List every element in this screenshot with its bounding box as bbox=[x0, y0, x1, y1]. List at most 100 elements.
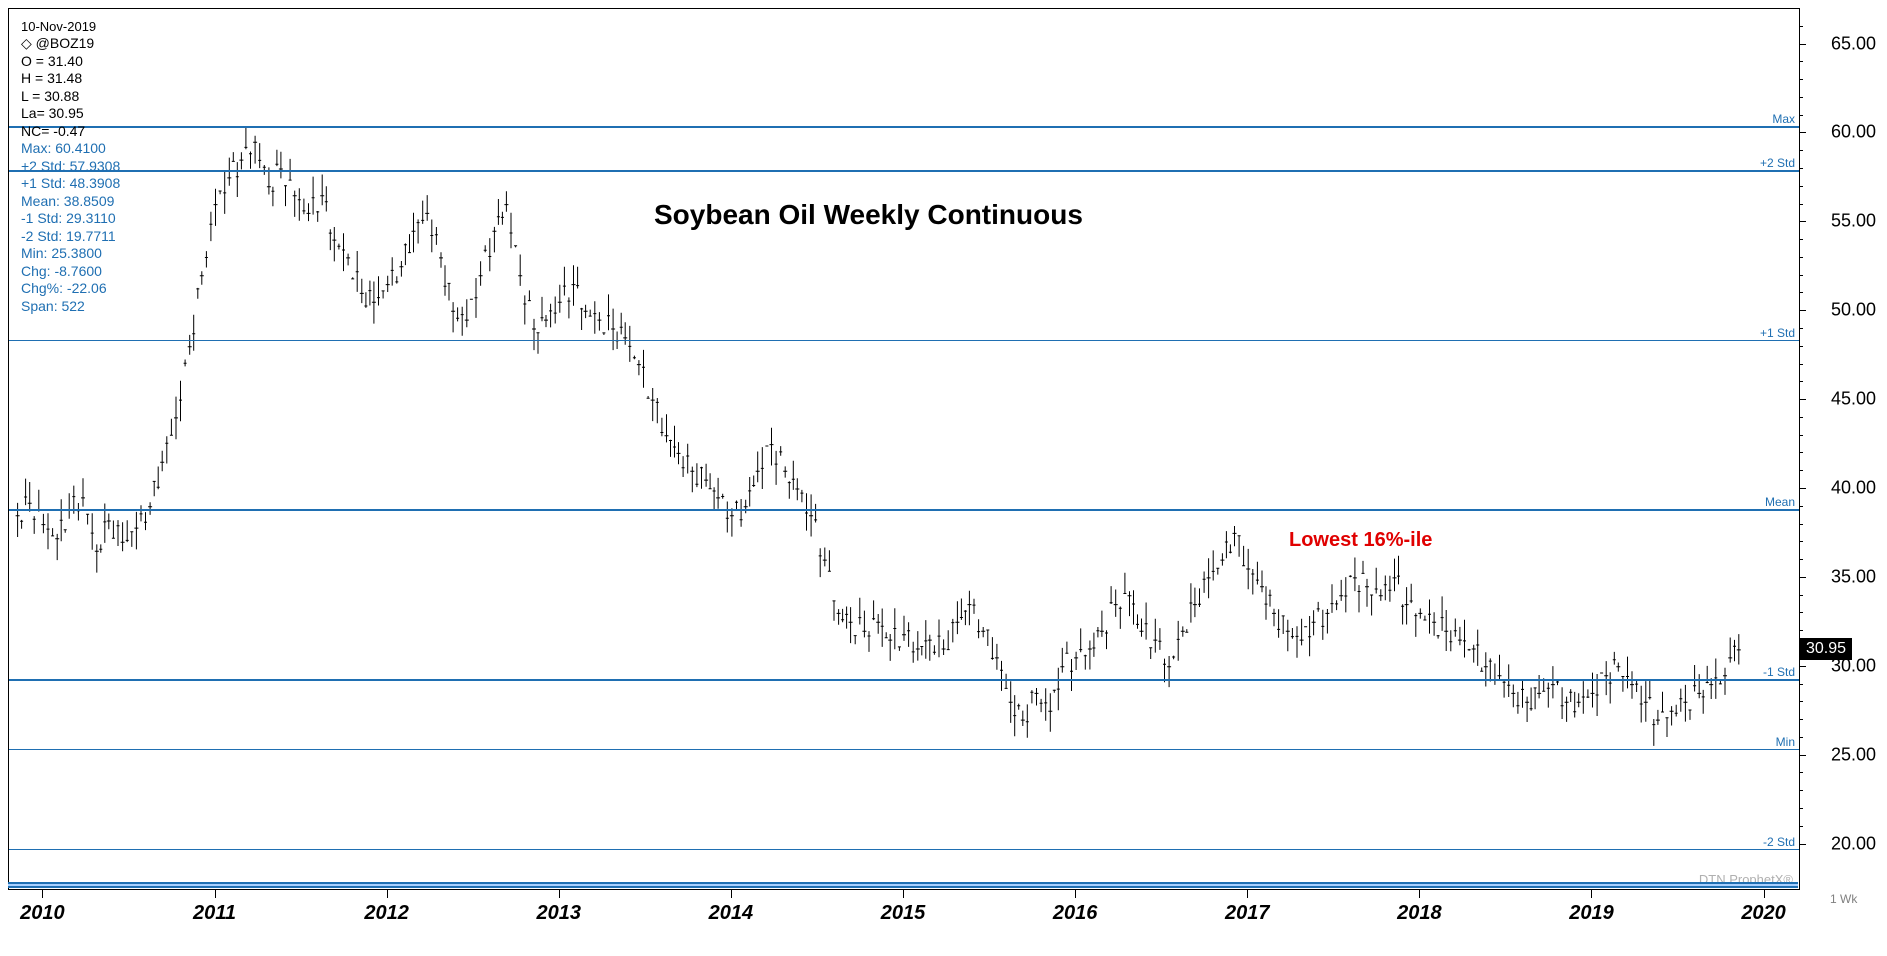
info-netchange: NC= -0.47 bbox=[21, 123, 120, 141]
y-minor-tick bbox=[1800, 737, 1803, 738]
price-series-svg bbox=[9, 9, 1799, 889]
stat-line-mean bbox=[9, 509, 1799, 511]
y-minor-tick bbox=[1800, 97, 1803, 98]
info-date: 10-Nov-2019 bbox=[21, 19, 120, 35]
y-minor-tick bbox=[1800, 506, 1803, 507]
y-tick-label: 55.00 bbox=[1831, 211, 1876, 232]
info-high: H = 31.48 bbox=[21, 70, 120, 88]
plot-area[interactable]: Max +2 Std +1 Std Mean -1 Std Min -2 Std Soybe… bbox=[8, 8, 1800, 890]
y-minor-tick bbox=[1800, 417, 1803, 418]
y-tick-label: 20.00 bbox=[1831, 833, 1876, 854]
y-minor-tick bbox=[1800, 808, 1803, 809]
current-price-flag: 30.95 bbox=[1800, 638, 1852, 660]
y-tick-mark bbox=[1800, 132, 1806, 133]
y-tick-label: 25.00 bbox=[1831, 744, 1876, 765]
y-minor-tick bbox=[1800, 204, 1803, 205]
info-plus2std: +2 Std: 57.9308 bbox=[21, 158, 120, 176]
stat-line--1-std bbox=[9, 679, 1799, 681]
stat-line-label: -2 Std bbox=[1763, 835, 1795, 849]
x-tick-label: 2011 bbox=[193, 902, 236, 925]
stat-line-label: -1 Std bbox=[1763, 665, 1795, 679]
stat-line-max bbox=[9, 126, 1799, 128]
info-minus1std: -1 Std: 29.3110 bbox=[21, 210, 120, 228]
stat-line-label: Mean bbox=[1765, 495, 1795, 509]
x-tick-label: 2012 bbox=[364, 902, 409, 925]
y-minor-tick bbox=[1800, 346, 1803, 347]
x-tick-mark bbox=[559, 890, 560, 898]
y-tick-mark bbox=[1800, 221, 1806, 222]
y-minor-tick bbox=[1800, 772, 1803, 773]
annotation-lowest-percentile: Lowest 16%-ile bbox=[1289, 529, 1432, 552]
y-minor-tick bbox=[1800, 684, 1803, 685]
y-minor-tick bbox=[1800, 79, 1803, 80]
x-tick-mark bbox=[1075, 890, 1076, 898]
y-tick-mark bbox=[1800, 666, 1806, 667]
info-low: L = 30.88 bbox=[21, 88, 120, 106]
y-minor-tick bbox=[1800, 239, 1803, 240]
y-tick-label: 50.00 bbox=[1831, 300, 1876, 321]
chart-container: Max +2 Std +1 Std Mean -1 Std Min -2 Std Soybe… bbox=[0, 0, 1887, 956]
stat-line-+2-std bbox=[9, 170, 1799, 172]
y-axis-right: 20.0025.0030.0035.0040.0045.0050.0055.00… bbox=[1800, 8, 1880, 888]
y-tick-label: 40.00 bbox=[1831, 478, 1876, 499]
x-tick-label: 2019 bbox=[1569, 902, 1614, 925]
y-minor-tick bbox=[1800, 257, 1803, 258]
y-minor-tick bbox=[1800, 61, 1803, 62]
stat-line-label: +1 Std bbox=[1760, 326, 1795, 340]
y-tick-mark bbox=[1800, 755, 1806, 756]
y-minor-tick bbox=[1800, 701, 1803, 702]
chart-title: Soybean Oil Weekly Continuous bbox=[654, 199, 1083, 231]
info-min: Min: 25.3800 bbox=[21, 245, 120, 263]
x-tick-mark bbox=[1419, 890, 1420, 898]
y-minor-tick bbox=[1800, 541, 1803, 542]
y-tick-label: 65.00 bbox=[1831, 33, 1876, 54]
y-minor-tick bbox=[1800, 381, 1803, 382]
y-minor-tick bbox=[1800, 115, 1803, 116]
x-axis: 2010201120122013201420152016201720182019… bbox=[8, 890, 1798, 950]
stat-line-label: +2 Std bbox=[1760, 156, 1795, 170]
y-tick-label: 60.00 bbox=[1831, 122, 1876, 143]
x-tick-mark bbox=[1591, 890, 1592, 898]
x-tick-mark bbox=[1764, 890, 1765, 898]
stat-line-label: Max bbox=[1772, 112, 1795, 126]
y-minor-tick bbox=[1800, 452, 1803, 453]
y-minor-tick bbox=[1800, 470, 1803, 471]
y-minor-tick bbox=[1800, 559, 1803, 560]
y-minor-tick bbox=[1800, 719, 1803, 720]
stat-line-label: Min bbox=[1776, 735, 1795, 749]
y-minor-tick bbox=[1800, 150, 1803, 151]
y-tick-mark bbox=[1800, 844, 1806, 845]
info-symbol: ◇ @BOZ19 bbox=[21, 35, 120, 53]
y-minor-tick bbox=[1800, 186, 1803, 187]
stat-line--2-std bbox=[9, 849, 1799, 851]
x-tick-mark bbox=[1247, 890, 1248, 898]
y-tick-mark bbox=[1800, 44, 1806, 45]
info-open: O = 31.40 bbox=[21, 53, 120, 71]
info-last: La= 30.95 bbox=[21, 105, 120, 123]
y-tick-mark bbox=[1800, 577, 1806, 578]
y-minor-tick bbox=[1800, 826, 1803, 827]
stat-line-+1-std bbox=[9, 340, 1799, 342]
y-tick-mark bbox=[1800, 399, 1806, 400]
y-minor-tick bbox=[1800, 524, 1803, 525]
time-scroll-band-inner bbox=[8, 884, 1798, 886]
info-max: Max: 60.4100 bbox=[21, 140, 120, 158]
x-tick-label: 2014 bbox=[709, 902, 754, 925]
y-tick-mark bbox=[1800, 488, 1806, 489]
y-minor-tick bbox=[1800, 630, 1803, 631]
y-minor-tick bbox=[1800, 790, 1803, 791]
y-minor-tick bbox=[1800, 595, 1803, 596]
x-tick-mark bbox=[42, 890, 43, 898]
y-minor-tick bbox=[1800, 26, 1803, 27]
y-minor-tick bbox=[1800, 612, 1803, 613]
x-tick-label: 2013 bbox=[537, 902, 582, 925]
x-tick-mark bbox=[387, 890, 388, 898]
y-minor-tick bbox=[1800, 364, 1803, 365]
y-tick-mark bbox=[1800, 310, 1806, 311]
info-panel: 10-Nov-2019 ◇ @BOZ19 O = 31.40 H = 31.48… bbox=[21, 19, 120, 315]
x-tick-mark bbox=[903, 890, 904, 898]
info-chg: Chg: -8.7600 bbox=[21, 263, 120, 281]
stat-line-min bbox=[9, 749, 1799, 751]
y-minor-tick bbox=[1800, 168, 1803, 169]
y-minor-tick bbox=[1800, 435, 1803, 436]
